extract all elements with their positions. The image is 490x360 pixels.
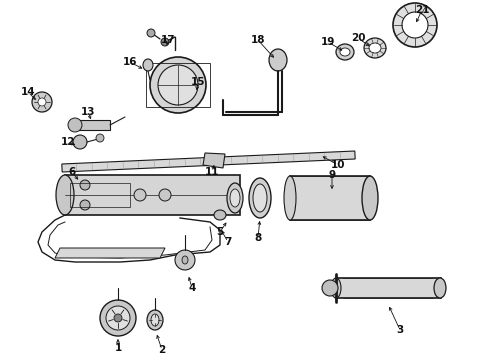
Text: 17: 17	[161, 35, 175, 45]
Text: 19: 19	[321, 37, 335, 47]
Polygon shape	[203, 153, 225, 168]
Ellipse shape	[230, 189, 240, 207]
Circle shape	[161, 38, 169, 46]
Text: 11: 11	[205, 167, 219, 177]
Bar	[70, 183, 130, 207]
Ellipse shape	[249, 178, 271, 218]
Text: 13: 13	[81, 107, 95, 117]
Circle shape	[134, 189, 146, 201]
Ellipse shape	[362, 176, 378, 220]
Ellipse shape	[227, 183, 243, 213]
Ellipse shape	[331, 278, 341, 298]
Circle shape	[159, 189, 171, 201]
Ellipse shape	[269, 49, 287, 71]
Circle shape	[96, 134, 104, 142]
Text: 15: 15	[191, 77, 205, 87]
Circle shape	[150, 57, 206, 113]
Circle shape	[32, 92, 52, 112]
Circle shape	[73, 135, 87, 149]
Circle shape	[175, 250, 195, 270]
Text: 1: 1	[114, 343, 122, 353]
Polygon shape	[55, 248, 165, 258]
Circle shape	[114, 314, 122, 322]
Text: 18: 18	[251, 35, 265, 45]
Text: 8: 8	[254, 233, 262, 243]
Text: 12: 12	[61, 137, 75, 147]
Text: 6: 6	[69, 167, 75, 177]
Text: 5: 5	[217, 227, 223, 237]
Text: 9: 9	[328, 170, 336, 180]
Ellipse shape	[336, 44, 354, 60]
Ellipse shape	[56, 175, 74, 215]
Bar	[336, 278, 441, 298]
Ellipse shape	[182, 256, 188, 264]
Circle shape	[38, 98, 46, 106]
Ellipse shape	[434, 278, 446, 298]
Text: 7: 7	[224, 237, 232, 247]
Circle shape	[158, 65, 198, 105]
Bar	[290, 176, 370, 220]
Circle shape	[393, 3, 437, 47]
Circle shape	[147, 29, 155, 37]
Polygon shape	[62, 151, 355, 172]
Text: 14: 14	[21, 87, 35, 97]
Circle shape	[106, 306, 130, 330]
Ellipse shape	[143, 59, 153, 71]
Text: 4: 4	[188, 283, 196, 293]
Ellipse shape	[284, 176, 296, 220]
Ellipse shape	[214, 210, 226, 220]
Text: 21: 21	[415, 5, 429, 15]
Text: 3: 3	[396, 325, 404, 335]
Text: 2: 2	[158, 345, 166, 355]
Text: 10: 10	[331, 160, 345, 170]
Ellipse shape	[253, 184, 267, 212]
Circle shape	[322, 280, 338, 296]
Circle shape	[100, 300, 136, 336]
Ellipse shape	[147, 310, 163, 330]
Text: 16: 16	[123, 57, 137, 67]
Circle shape	[80, 200, 90, 210]
Ellipse shape	[151, 314, 159, 326]
Text: 20: 20	[351, 33, 365, 43]
Bar	[65, 175, 240, 215]
Circle shape	[68, 118, 82, 132]
Ellipse shape	[340, 48, 350, 56]
Circle shape	[402, 12, 428, 38]
Polygon shape	[75, 120, 110, 130]
Ellipse shape	[364, 38, 386, 58]
Ellipse shape	[369, 43, 381, 53]
Circle shape	[80, 180, 90, 190]
